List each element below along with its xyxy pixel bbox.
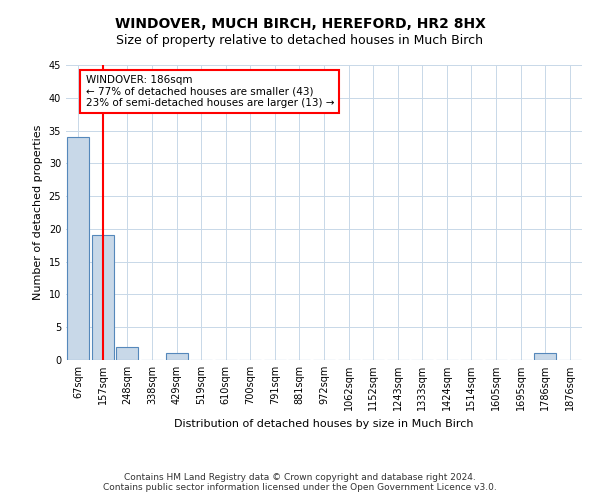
Text: WINDOVER: 186sqm
← 77% of detached houses are smaller (43)
23% of semi-detached : WINDOVER: 186sqm ← 77% of detached house… [86,75,334,108]
Bar [116,347,139,360]
Text: Contains HM Land Registry data © Crown copyright and database right 2024.
Contai: Contains HM Land Registry data © Crown c… [103,473,497,492]
Bar [534,354,556,360]
Text: Size of property relative to detached houses in Much Birch: Size of property relative to detached ho… [116,34,484,47]
Bar [92,236,114,360]
Text: WINDOVER, MUCH BIRCH, HEREFORD, HR2 8HX: WINDOVER, MUCH BIRCH, HEREFORD, HR2 8HX [115,18,485,32]
Bar [67,137,89,360]
Bar [166,354,188,360]
Y-axis label: Number of detached properties: Number of detached properties [33,125,43,300]
X-axis label: Distribution of detached houses by size in Much Birch: Distribution of detached houses by size … [174,418,474,428]
